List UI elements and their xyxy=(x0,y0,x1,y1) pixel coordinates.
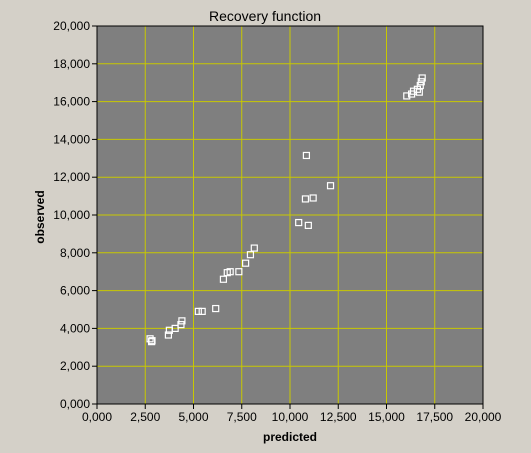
y-tick-label: 12,000 xyxy=(53,170,90,184)
chart-title: Recovery function xyxy=(209,8,321,24)
data-point xyxy=(403,92,411,100)
data-point xyxy=(309,194,317,202)
data-point xyxy=(242,259,250,267)
data-point xyxy=(301,195,310,203)
data-point xyxy=(418,74,426,82)
data-point xyxy=(326,182,335,190)
data-point xyxy=(246,251,255,259)
plot-area: 0,000 2,500 5,000 7,500 10,000 12,500 15,000 17… xyxy=(53,19,501,424)
data-point xyxy=(177,321,185,329)
y-tick-label: 20,000 xyxy=(53,19,90,33)
x-tick-label: 10,000 xyxy=(272,410,309,424)
data-point xyxy=(198,307,206,315)
data-point xyxy=(304,221,312,229)
data-point xyxy=(194,307,202,315)
y-tick-label: 0,000 xyxy=(60,397,90,411)
y-tick-label: 2,000 xyxy=(60,359,90,373)
data-point xyxy=(178,317,186,325)
y-tick-label: 6,000 xyxy=(60,284,90,298)
y-tick-label: 18,000 xyxy=(53,57,90,71)
data-point xyxy=(212,304,220,313)
y-tick-label: 4,000 xyxy=(60,321,90,335)
data-point xyxy=(416,81,424,90)
x-tick-label: 15,000 xyxy=(368,410,405,424)
data-point xyxy=(417,78,425,86)
x-tick-label: 0,000 xyxy=(82,410,112,424)
data-point xyxy=(415,88,423,96)
plot-border xyxy=(96,25,484,405)
y-tick-label: 10,000 xyxy=(53,208,90,222)
x-tick-label: 2,500 xyxy=(130,410,160,424)
y-axis-label: observed xyxy=(33,190,47,243)
x-axis-label: predicted xyxy=(263,430,317,444)
data-point xyxy=(164,331,173,339)
data-point xyxy=(302,151,311,160)
data-point xyxy=(148,338,156,346)
x-tick-label: 20,000 xyxy=(465,410,502,424)
data-point xyxy=(219,275,228,283)
y-tick-label: 14,000 xyxy=(53,132,90,146)
data-point xyxy=(235,268,243,276)
x-tick-label: 12,500 xyxy=(320,410,357,424)
x-tick-label: 17,500 xyxy=(416,410,453,424)
x-tick-label: 5,000 xyxy=(178,410,208,424)
data-point xyxy=(226,268,234,276)
y-tick-label: 8,000 xyxy=(60,246,90,260)
y-tick-label: 16,000 xyxy=(53,95,90,109)
data-point xyxy=(295,218,303,227)
data-point xyxy=(250,244,258,252)
data-point xyxy=(171,324,179,332)
x-tick-label: 7,500 xyxy=(227,410,257,424)
